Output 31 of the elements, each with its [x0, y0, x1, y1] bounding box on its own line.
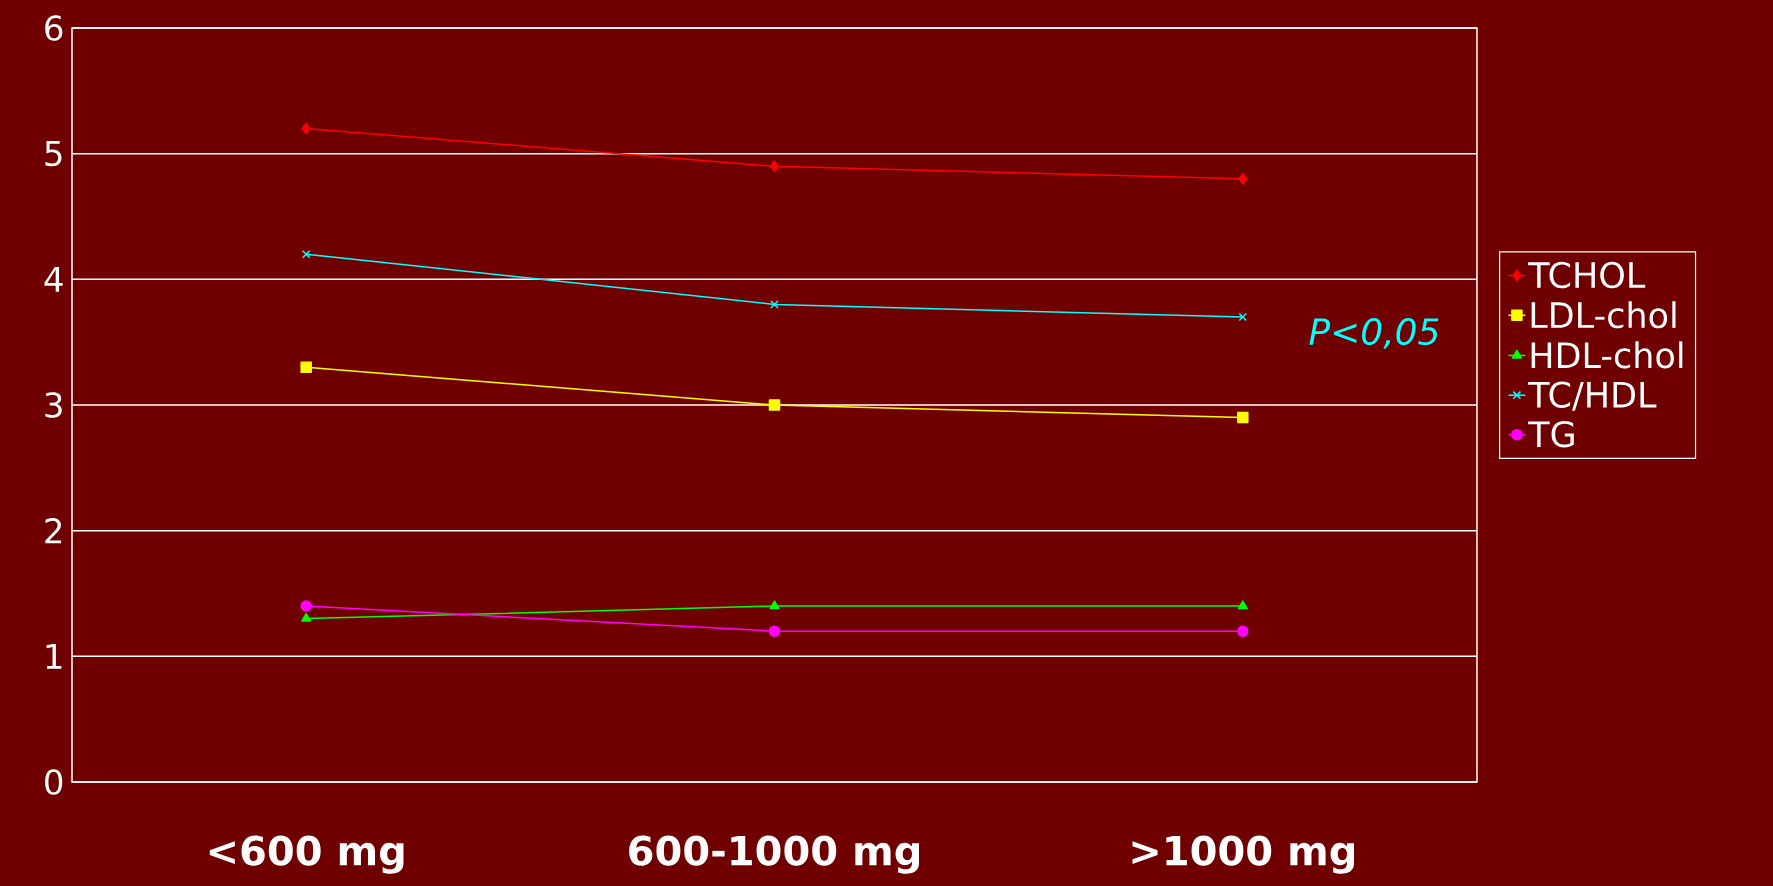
point	[301, 612, 312, 622]
legend-label: TCHOL	[1528, 261, 1646, 289]
y-tick-label: 1	[46, 643, 62, 669]
point	[300, 361, 312, 374]
x-tick-label: <600 mg	[209, 835, 404, 874]
y-tick-label: 6	[45, 15, 63, 41]
y-tick-label: 4	[44, 266, 63, 292]
legend-label: LDL-chol	[1531, 301, 1676, 329]
point	[768, 399, 781, 411]
x-tick-label: 600-1000 mg	[629, 835, 919, 874]
point	[768, 625, 781, 637]
point	[1237, 600, 1248, 610]
point	[1238, 173, 1248, 185]
point	[1237, 625, 1249, 637]
y-tick-label: 0	[45, 769, 63, 795]
point	[1237, 411, 1249, 424]
point	[770, 300, 779, 309]
legend-label: TC/HDL	[1528, 381, 1657, 411]
point	[1238, 312, 1248, 322]
x-tick-label: >1000 mg	[1132, 835, 1355, 874]
point	[301, 249, 311, 259]
point	[769, 600, 780, 610]
y-tick-label: 2	[45, 518, 62, 544]
point	[769, 160, 779, 172]
point	[300, 600, 312, 612]
y-tick-label: 3	[45, 392, 62, 418]
legend-label: TG	[1528, 420, 1574, 448]
point	[301, 122, 311, 135]
y-tick-label: 5	[45, 141, 62, 167]
legend-label: HDL-chol	[1531, 341, 1683, 369]
annotation: P<0,05	[1309, 317, 1439, 349]
